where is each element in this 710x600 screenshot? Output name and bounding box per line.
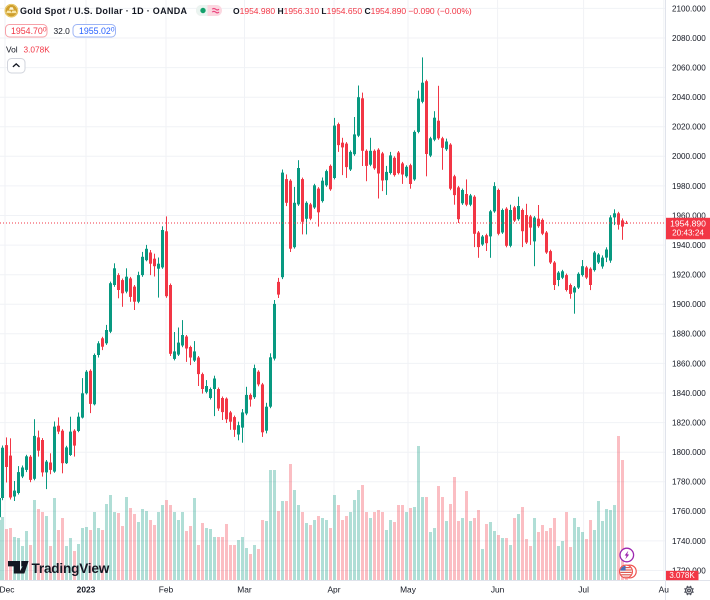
svg-text:Jul: Jul xyxy=(578,585,589,595)
svg-text:1900.000: 1900.000 xyxy=(672,300,706,309)
svg-text:1840.000: 1840.000 xyxy=(672,389,706,398)
svg-text:1940.000: 1940.000 xyxy=(672,241,706,250)
svg-text:1820.000: 1820.000 xyxy=(672,419,706,428)
svg-text:1960.000: 1960.000 xyxy=(672,211,706,220)
svg-text:1920.000: 1920.000 xyxy=(672,271,706,280)
svg-text:20:43:24: 20:43:24 xyxy=(672,229,704,238)
svg-text:3.078K: 3.078K xyxy=(669,571,695,580)
svg-text:May: May xyxy=(400,585,417,595)
svg-text:Jun: Jun xyxy=(491,585,505,595)
svg-text:1860.000: 1860.000 xyxy=(672,359,706,368)
svg-text:1954.890: 1954.890 xyxy=(670,219,706,229)
svg-text:2100.000: 2100.000 xyxy=(672,4,706,13)
svg-text:1954.700: 1954.700 xyxy=(11,26,47,36)
svg-text:2023: 2023 xyxy=(77,585,96,595)
svg-text:1880.000: 1880.000 xyxy=(672,330,706,339)
svg-text:Mar: Mar xyxy=(237,585,252,595)
svg-text:2080.000: 2080.000 xyxy=(672,34,706,43)
svg-text:Apr: Apr xyxy=(327,585,340,595)
svg-text:1780.000: 1780.000 xyxy=(672,478,706,487)
svg-text:Vol: Vol xyxy=(6,45,18,55)
svg-text:O1954.980 H1956.310 L1954.650: O1954.980 H1956.310 L1954.650 C1954.890 … xyxy=(233,6,472,16)
svg-text:1955.020: 1955.020 xyxy=(79,26,115,36)
svg-text:Au: Au xyxy=(659,585,670,595)
svg-text:2000.000: 2000.000 xyxy=(672,152,706,161)
svg-text:2060.000: 2060.000 xyxy=(672,64,706,73)
svg-text:TradingView: TradingView xyxy=(32,561,110,576)
svg-text:1760.000: 1760.000 xyxy=(672,507,706,516)
svg-text:Dec: Dec xyxy=(0,585,14,595)
svg-text:32.0: 32.0 xyxy=(54,26,71,36)
svg-text:1980.000: 1980.000 xyxy=(672,182,706,191)
svg-text:1800.000: 1800.000 xyxy=(672,448,706,457)
svg-text:1740.000: 1740.000 xyxy=(672,537,706,546)
svg-text:2040.000: 2040.000 xyxy=(672,93,706,102)
svg-text:Feb: Feb xyxy=(159,585,174,595)
svg-text:2020.000: 2020.000 xyxy=(672,123,706,132)
svg-text:Gold Spot / U.S. Dollar · 1D ·: Gold Spot / U.S. Dollar · 1D · OANDA xyxy=(20,6,188,16)
svg-text:3.078K: 3.078K xyxy=(24,45,51,55)
